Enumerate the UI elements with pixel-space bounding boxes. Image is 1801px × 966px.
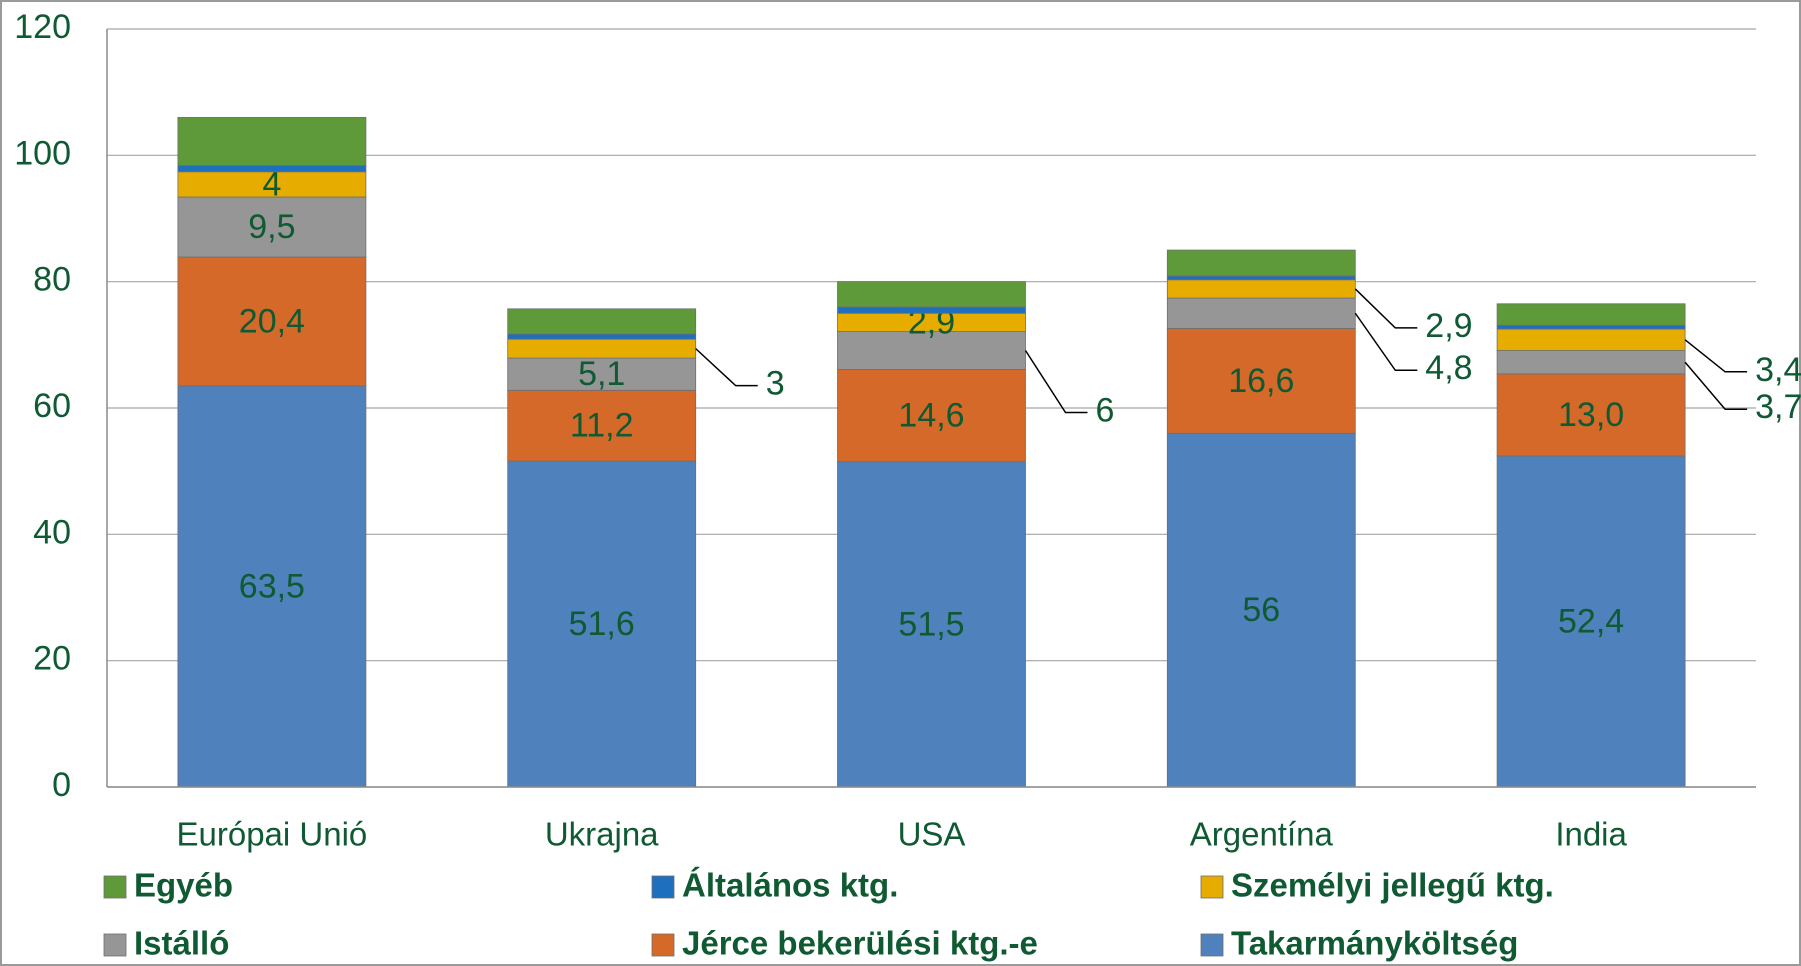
legend-swatch [103, 875, 127, 899]
value-label: 9,5 [248, 208, 295, 246]
leader-line [1354, 312, 1418, 371]
bar-segment [1496, 455, 1686, 788]
leader-line [1354, 288, 1418, 329]
legend-label: Egyéb [134, 867, 233, 904]
value-label: 63,5 [239, 567, 305, 605]
y-tick-label: 40 [33, 513, 71, 551]
y-tick-label: 100 [14, 134, 71, 172]
bar-segment [507, 357, 697, 391]
bar-segment [1496, 324, 1686, 330]
bar-segment [507, 460, 697, 788]
leader-line [1684, 361, 1748, 410]
y-tick-label: 0 [52, 766, 71, 804]
leader-line [695, 348, 758, 387]
bar-segment [1166, 249, 1356, 277]
legend-swatch [1200, 933, 1224, 957]
value-label: 3,4 [1755, 351, 1801, 389]
bar-segment [507, 338, 697, 359]
x-tick-label: India [1555, 816, 1627, 853]
bar-segment [507, 333, 697, 340]
value-label: 56 [1242, 591, 1280, 629]
value-label: 51,6 [569, 605, 635, 643]
bar-segment [177, 385, 367, 788]
y-tick-label: 80 [33, 261, 71, 299]
value-label: 3,7 [1755, 388, 1801, 426]
legend-swatch [1200, 875, 1224, 899]
legend-swatch [103, 933, 127, 957]
value-label: 2,9 [1425, 307, 1472, 345]
bar-segment [507, 389, 697, 462]
y-tick-label: 120 [14, 8, 71, 46]
bar-segment [1496, 373, 1686, 457]
x-tick-label: Európai Unió [177, 816, 368, 853]
value-label: 11,2 [570, 407, 634, 445]
legend-label: Takarmányköltség [1231, 925, 1518, 962]
x-tick-label: Ukrajna [545, 816, 659, 853]
value-label: 4,8 [1425, 349, 1472, 387]
bar-segment [177, 196, 367, 258]
bar-segment [1166, 279, 1356, 299]
legend-swatch [651, 933, 675, 957]
legend-label: Istálló [134, 925, 229, 962]
y-tick-label: 60 [33, 387, 71, 425]
bar-segment [837, 281, 1026, 308]
value-label: 6 [1096, 392, 1115, 430]
x-tick-label: USA [898, 816, 966, 853]
value-label: 14,6 [898, 397, 964, 435]
bar-segment [837, 306, 1026, 314]
value-label: 16,6 [1228, 362, 1294, 400]
bar-segment [1166, 328, 1356, 434]
y-tick-label: 20 [33, 640, 71, 678]
bar-segment [1166, 275, 1356, 281]
bar-segment [177, 117, 367, 166]
bar-segment [837, 369, 1026, 463]
value-label: 4 [262, 165, 281, 203]
value-label: 20,4 [239, 302, 305, 340]
legend-swatch [651, 875, 675, 899]
bar-segment [837, 331, 1026, 370]
bar-segment [1166, 297, 1356, 329]
legend-label: Jérce bekerülési ktg.-e [682, 925, 1038, 962]
bar-segment [177, 256, 367, 387]
value-label: 5,1 [578, 355, 625, 393]
bar-segment [1166, 432, 1356, 788]
bar-segment [177, 165, 367, 173]
bar-segment [507, 308, 697, 335]
value-label: 52,4 [1558, 602, 1624, 640]
bar-segment [1496, 350, 1686, 375]
bar-segment [837, 461, 1026, 788]
legend-label: Általános ktg. [682, 867, 898, 904]
bar-segment [1496, 328, 1686, 351]
bar-segment [177, 171, 367, 198]
value-label: 51,5 [898, 605, 964, 643]
bar-segment [1496, 303, 1686, 326]
leader-line [1024, 350, 1088, 414]
value-label: 3 [766, 365, 785, 403]
leader-line [1684, 339, 1748, 373]
x-tick-label: Argentína [1190, 816, 1334, 853]
legend-label: Személyi jellegű ktg. [1231, 867, 1554, 904]
value-label: 13,0 [1558, 396, 1624, 434]
